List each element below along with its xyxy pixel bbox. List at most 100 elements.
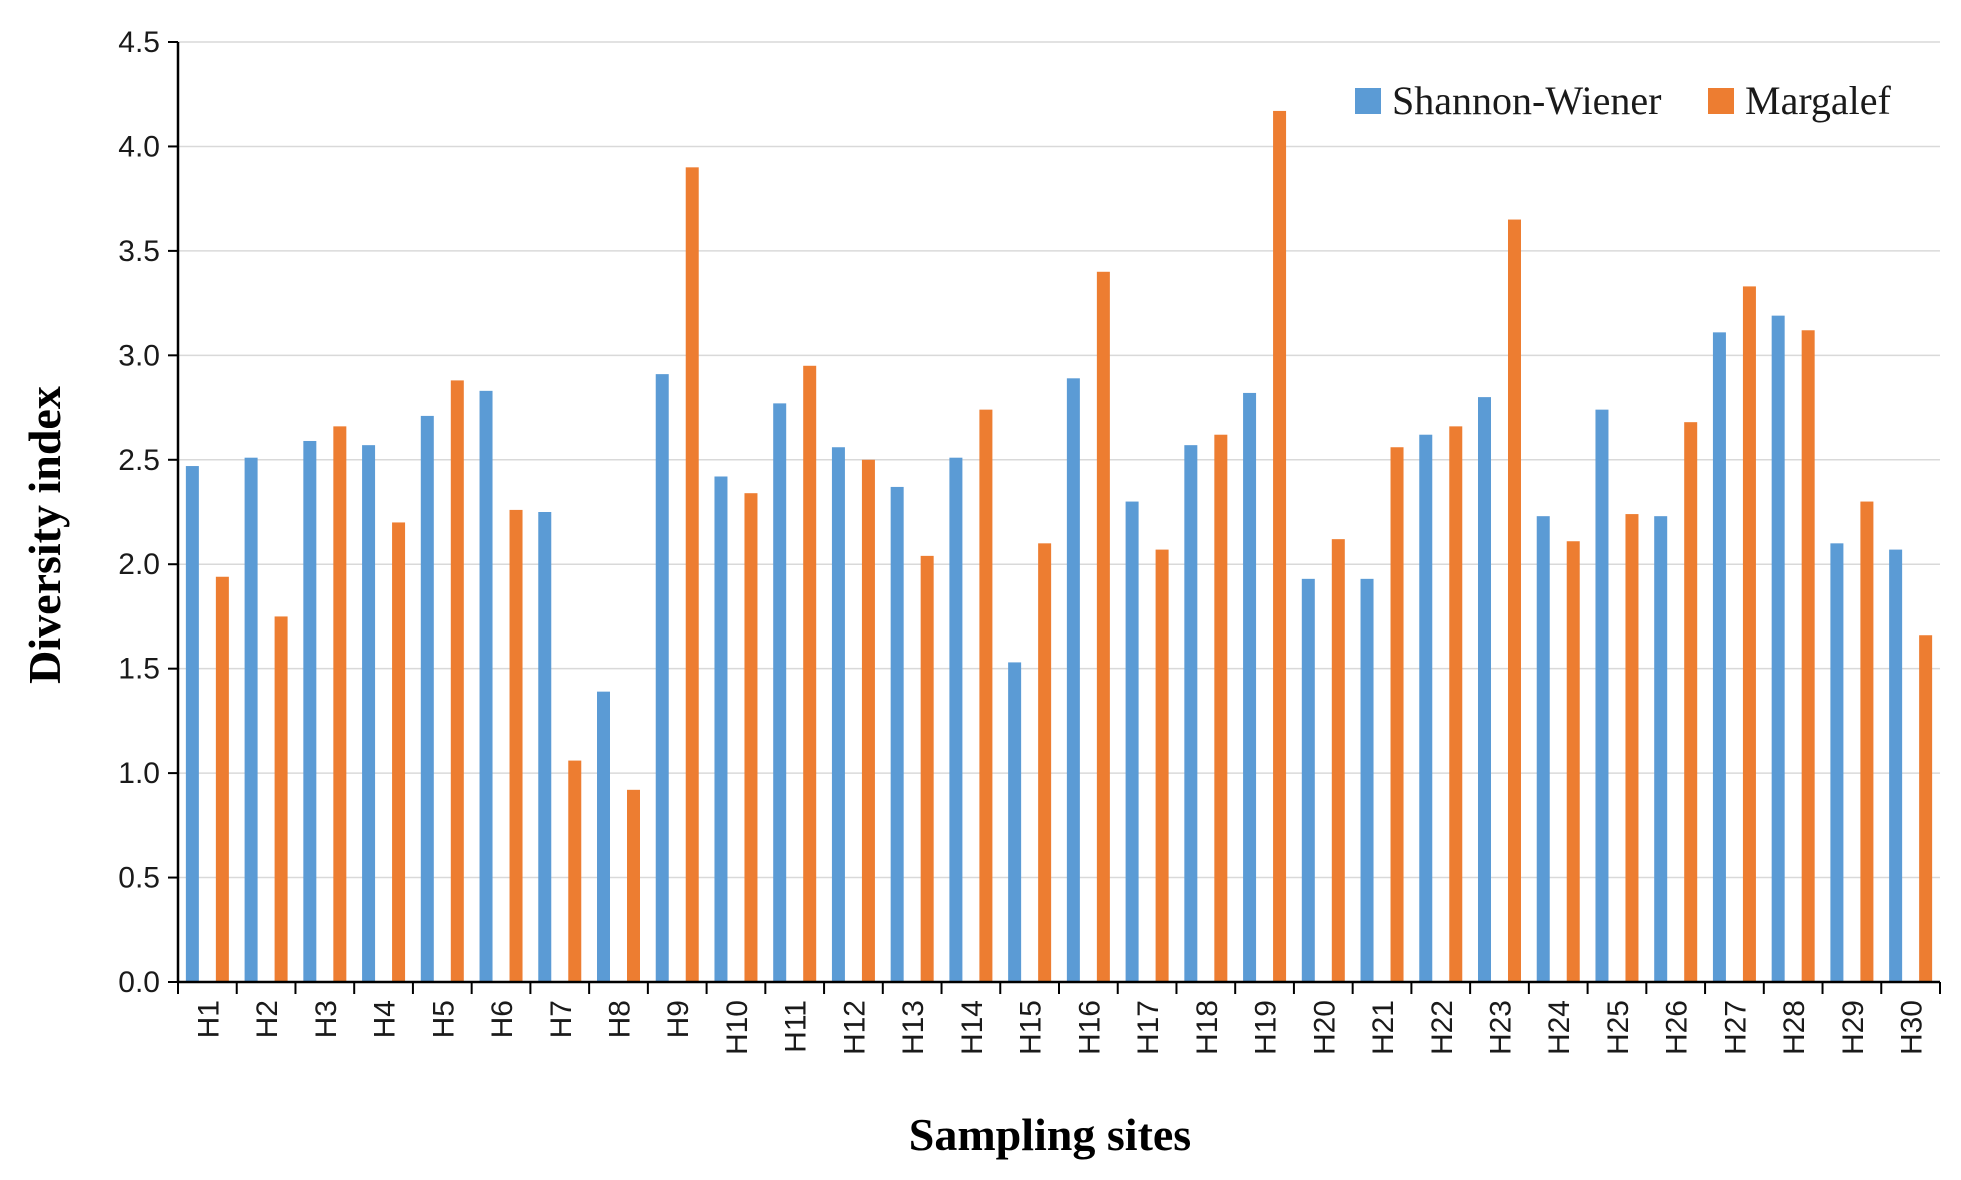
bar-shannon-wiener-h16 xyxy=(1066,378,1080,982)
x-tick-label: H12 xyxy=(838,1000,871,1055)
bar-shannon-wiener-h7 xyxy=(538,512,552,982)
bar-shannon-wiener-h11 xyxy=(773,403,787,982)
bar-shannon-wiener-h6 xyxy=(479,390,493,982)
bar-margalef-h11 xyxy=(803,365,817,982)
legend-swatch-shannon-wiener xyxy=(1355,88,1381,114)
bar-margalef-h23 xyxy=(1508,219,1521,983)
x-tick-labels: H1 H2 H3 H4 H5 H6 H7 H8 H9 H10 H11 H12 H13 H14 H15 H16 H… xyxy=(192,1000,1928,1055)
bar-shannon-wiener-h27 xyxy=(1712,332,1726,982)
bar-shannon-wiener-h30 xyxy=(1889,549,1903,982)
x-tick-label: H20 xyxy=(1308,1000,1341,1055)
bar-margalef-h30 xyxy=(1919,635,1933,982)
y-tick-label: 3.5 xyxy=(118,235,160,268)
bar-shannon-wiener-h24 xyxy=(1536,516,1550,982)
bar-margalef-h3 xyxy=(333,426,347,982)
bar-margalef-h28 xyxy=(1801,330,1815,982)
bar-shannon-wiener-h10 xyxy=(714,476,728,982)
bar-shannon-wiener-h19 xyxy=(1243,392,1257,982)
legend: Shannon-Wiener Margalef xyxy=(1355,78,1892,123)
bar-shannon-wiener-h17 xyxy=(1125,501,1139,982)
y-tick-label: 1.5 xyxy=(118,653,160,686)
bar-margalef-h27 xyxy=(1742,286,1756,982)
bar-shannon-wiener-h23 xyxy=(1478,397,1491,983)
bar-shannon-wiener-h5 xyxy=(420,415,434,982)
x-tick-label: H17 xyxy=(1132,1000,1165,1055)
bar-shannon-wiener-h3 xyxy=(303,440,317,982)
x-tick-label: H19 xyxy=(1250,1000,1283,1055)
bar-margalef-h15 xyxy=(1038,543,1052,982)
bar-shannon-wiener-h25 xyxy=(1595,409,1609,983)
bar-margalef-h2 xyxy=(274,616,288,982)
x-tick-label: H30 xyxy=(1896,1000,1929,1055)
bar-shannon-wiener-h29 xyxy=(1830,543,1844,982)
y-tick-label: 3.0 xyxy=(118,339,160,372)
x-tick-label: H11 xyxy=(780,1000,813,1053)
x-tick-label: H1 xyxy=(192,1000,225,1038)
x-tick-label: H24 xyxy=(1543,1000,1576,1055)
bar-margalef-h14 xyxy=(979,409,993,983)
bar-margalef-h17 xyxy=(1155,549,1169,982)
y-axis-title: Diversity index xyxy=(19,386,70,684)
legend-swatch-margalef xyxy=(1708,88,1734,114)
bar-margalef-h1 xyxy=(215,576,229,982)
axes xyxy=(168,41,1941,994)
bar-margalef-h18 xyxy=(1214,434,1228,982)
bar-margalef-h29 xyxy=(1860,501,1874,982)
x-tick-label: H8 xyxy=(604,1000,637,1038)
legend-label-margalef: Margalef xyxy=(1745,78,1892,123)
bar-margalef-h4 xyxy=(392,522,406,982)
x-axis-title: Sampling sites xyxy=(909,1109,1191,1160)
y-tick-label: 4.5 xyxy=(118,26,160,59)
bar-shannon-wiener-h1 xyxy=(185,466,199,982)
bar-margalef-h7 xyxy=(568,760,582,982)
x-tick-label: H10 xyxy=(721,1000,754,1055)
x-tick-label: H18 xyxy=(1191,1000,1224,1055)
x-tick-label: H2 xyxy=(251,1000,284,1038)
bar-margalef-h5 xyxy=(450,380,464,982)
x-tick-label: H4 xyxy=(369,1000,402,1038)
x-tick-label: H9 xyxy=(662,1000,695,1038)
bar-margalef-h19 xyxy=(1273,110,1287,982)
y-tick-label: 2.5 xyxy=(118,444,160,477)
bar-shannon-wiener-h22 xyxy=(1419,434,1433,982)
x-tick-label: H25 xyxy=(1602,1000,1635,1055)
x-tick-label: H13 xyxy=(897,1000,930,1055)
bar-margalef-h6 xyxy=(509,509,523,982)
gridlines xyxy=(178,41,1940,879)
bar-margalef-h10 xyxy=(744,493,758,982)
bar-margalef-h13 xyxy=(920,555,934,982)
bar-shannon-wiener-h18 xyxy=(1184,445,1198,983)
bar-shannon-wiener-h20 xyxy=(1301,578,1315,982)
bar-margalef-h12 xyxy=(861,459,875,982)
x-tick-label: H7 xyxy=(545,1000,578,1038)
bar-margalef-h8 xyxy=(627,789,640,982)
y-tick-label: 2.0 xyxy=(118,548,160,581)
y-tick-labels: 0.0 0.5 1.0 1.5 2.0 2.5 3.0 3.5 4.0 4.5 xyxy=(118,26,160,999)
bar-shannon-wiener-h9 xyxy=(655,374,669,983)
bar-shannon-wiener-h26 xyxy=(1654,516,1668,982)
x-tick-label: H16 xyxy=(1073,1000,1106,1055)
x-tick-label: H29 xyxy=(1837,1000,1870,1055)
legend-label-shannon-wiener: Shannon-Wiener xyxy=(1392,78,1661,123)
bar-shannon-wiener-h28 xyxy=(1771,315,1785,983)
bar-shannon-wiener-h14 xyxy=(949,457,963,982)
x-tick-label: H14 xyxy=(956,1000,989,1055)
bar-shannon-wiener-h12 xyxy=(831,447,845,982)
y-tick-label: 0.0 xyxy=(118,966,160,999)
bar-shannon-wiener-h4 xyxy=(362,445,376,983)
bar-margalef-h21 xyxy=(1390,447,1404,982)
x-tick-label: H22 xyxy=(1426,1000,1459,1055)
x-tick-label: H5 xyxy=(427,1000,460,1038)
bar-margalef-h25 xyxy=(1625,514,1639,982)
y-tick-label: 4.0 xyxy=(118,130,160,163)
x-tick-label: H15 xyxy=(1015,1000,1048,1055)
x-tick-label: H26 xyxy=(1661,1000,1694,1055)
bar-shannon-wiener-h8 xyxy=(597,691,610,982)
x-tick-label: H3 xyxy=(310,1000,343,1038)
bar-margalef-h20 xyxy=(1331,539,1345,982)
bars xyxy=(185,110,1933,983)
x-tick-label: H27 xyxy=(1719,1000,1752,1055)
bar-margalef-h22 xyxy=(1449,426,1463,982)
